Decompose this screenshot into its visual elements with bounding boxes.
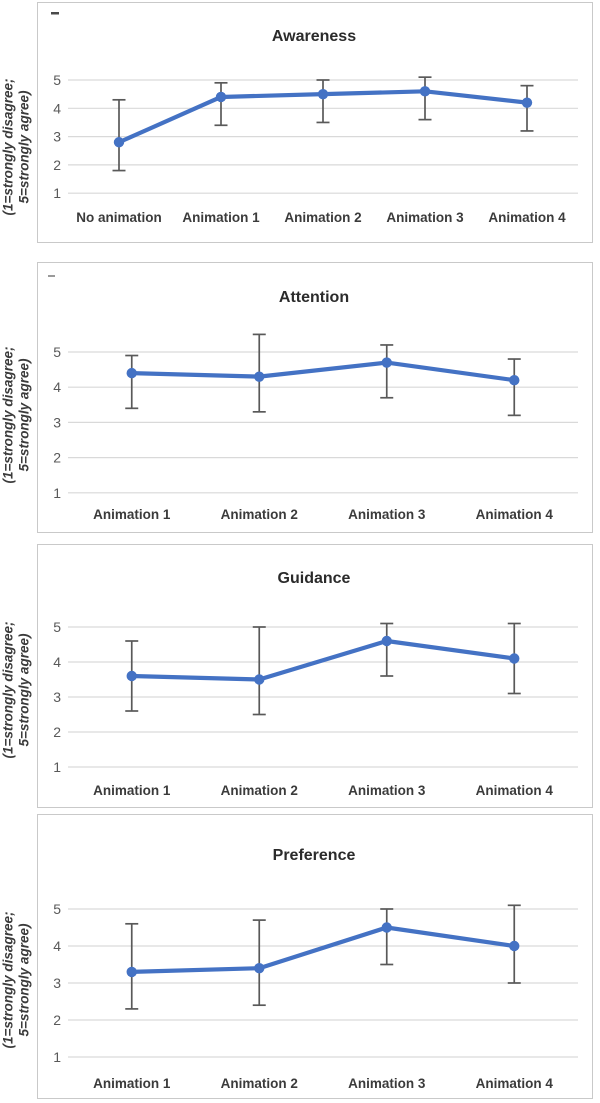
chart-title: Guidance — [278, 570, 351, 587]
chart-title: Preference — [273, 847, 356, 864]
x-category-label: Animation 1 — [93, 1076, 171, 1091]
y-tick-label: 4 — [53, 100, 61, 116]
y-tick-label: 5 — [53, 344, 61, 360]
y-axis-title-awareness: (1=strongly disagree; 5=strongly agree) — [1, 79, 34, 216]
data-line — [129, 925, 517, 974]
data-point-marker — [509, 653, 520, 664]
data-point-marker — [381, 635, 392, 647]
data-point-marker — [254, 371, 265, 382]
chart-panel-awareness: 5 4 3 2 1 No animation Animation 1 Animation 2 A… — [37, 2, 593, 243]
x-category-label: Animation 2 — [221, 1076, 298, 1091]
data-line — [129, 360, 517, 383]
clipped-axis-tick-artifact — [48, 275, 55, 277]
y-axis-title-line2: 5=strongly agree) — [17, 358, 32, 472]
data-point-marker — [521, 97, 533, 108]
y-axis-title-attention: (1=strongly disagree; 5=strongly agree) — [1, 347, 34, 484]
x-category-label: Animation 1 — [182, 210, 260, 225]
y-axis-title-line2: 5=strongly agree) — [17, 633, 32, 747]
chart-canvas-guidance: 5 4 3 2 1 Animation 1 Animation 2 Animation 3 An… — [53, 570, 578, 798]
x-category-label: Animation 4 — [476, 1076, 554, 1091]
y-tick-label: 4 — [53, 654, 61, 670]
y-axis-title-line1: (1=strongly disagree; — [0, 346, 16, 484]
data-point-marker — [113, 137, 125, 148]
y-axis-title-guidance: (1=strongly disagree; 5=strongly agree) — [1, 622, 34, 759]
data-point-marker — [509, 374, 520, 386]
chart-panel-guidance: 5 4 3 2 1 Animation 1 Animation 2 Animation 3 An… — [37, 544, 593, 808]
x-category-label: Animation 2 — [221, 507, 298, 522]
y-tick-label: 5 — [53, 72, 61, 88]
y-tick-label: 5 — [53, 619, 61, 635]
data-point-marker — [419, 86, 431, 97]
chart-panel-attention: 5 4 3 2 1 Animation 1 Animation 2 Animation 3 An… — [37, 262, 593, 533]
data-point-marker — [254, 963, 265, 974]
chart-canvas-preference: 5 4 3 2 1 Animation 1 Animation 2 Animation 3 An… — [53, 847, 578, 1091]
y-tick-label: 2 — [53, 157, 61, 173]
data-point-marker — [215, 91, 227, 103]
chart-panel-preference: 5 4 3 2 1 Animation 1 Animation 2 Animation 3 An… — [37, 814, 593, 1099]
y-axis-title-line1: (1=strongly disagree; — [0, 911, 16, 1049]
y-tick-label: 3 — [53, 689, 61, 705]
x-category-label: Animation 2 — [284, 210, 361, 225]
x-category-label: Animation 1 — [93, 507, 171, 522]
y-tick-label: 1 — [53, 1049, 61, 1065]
y-tick-label: 2 — [53, 724, 61, 740]
x-category-label: Animation 3 — [348, 783, 426, 798]
y-axis-title-preference: (1=strongly disagree; 5=strongly agree) — [1, 912, 34, 1049]
data-point-marker — [381, 357, 392, 368]
y-tick-label: 2 — [53, 450, 61, 466]
y-tick-label: 1 — [53, 759, 61, 775]
data-point-marker — [254, 674, 265, 685]
data-point-marker — [126, 670, 137, 682]
clipped-axis-tick-artifact — [51, 12, 59, 15]
data-point-marker — [126, 367, 137, 379]
chart-title: Awareness — [272, 28, 356, 45]
x-category-label: Animation 3 — [348, 507, 426, 522]
chart-title: Attention — [279, 289, 349, 306]
y-tick-label: 1 — [53, 185, 61, 201]
y-tick-label: 3 — [53, 975, 61, 991]
y-tick-label: 4 — [53, 938, 61, 954]
data-line — [129, 638, 517, 682]
x-category-label: Animation 3 — [386, 210, 464, 225]
x-category-label: Animation 4 — [476, 507, 554, 522]
data-point-marker — [381, 922, 392, 933]
y-axis-title-line2: 5=strongly agree) — [17, 90, 32, 204]
y-tick-label: 5 — [53, 901, 61, 917]
y-axis-title-line2: 5=strongly agree) — [17, 923, 32, 1037]
y-tick-label: 2 — [53, 1012, 61, 1028]
y-axis-title-line1: (1=strongly disagree; — [0, 621, 16, 759]
y-tick-label: 3 — [53, 129, 61, 145]
x-category-label: No animation — [76, 210, 162, 225]
data-point-marker — [317, 88, 329, 100]
x-category-label: Animation 3 — [348, 1076, 426, 1091]
y-tick-label: 4 — [53, 379, 61, 395]
data-point-marker — [509, 940, 520, 952]
chart-canvas-awareness: 5 4 3 2 1 No animation Animation 1 Animation 2 A… — [51, 12, 578, 225]
y-tick-label: 1 — [53, 485, 61, 501]
data-point-marker — [126, 966, 137, 978]
y-axis-title-line1: (1=strongly disagree; — [0, 78, 16, 216]
x-category-label: Animation 1 — [93, 783, 171, 798]
y-tick-label: 3 — [53, 414, 61, 430]
x-category-label: Animation 4 — [476, 783, 554, 798]
chart-canvas-attention: 5 4 3 2 1 Animation 1 Animation 2 Animation 3 An… — [48, 275, 578, 522]
x-category-label: Animation 2 — [221, 783, 298, 798]
x-category-label: Animation 4 — [488, 210, 566, 225]
